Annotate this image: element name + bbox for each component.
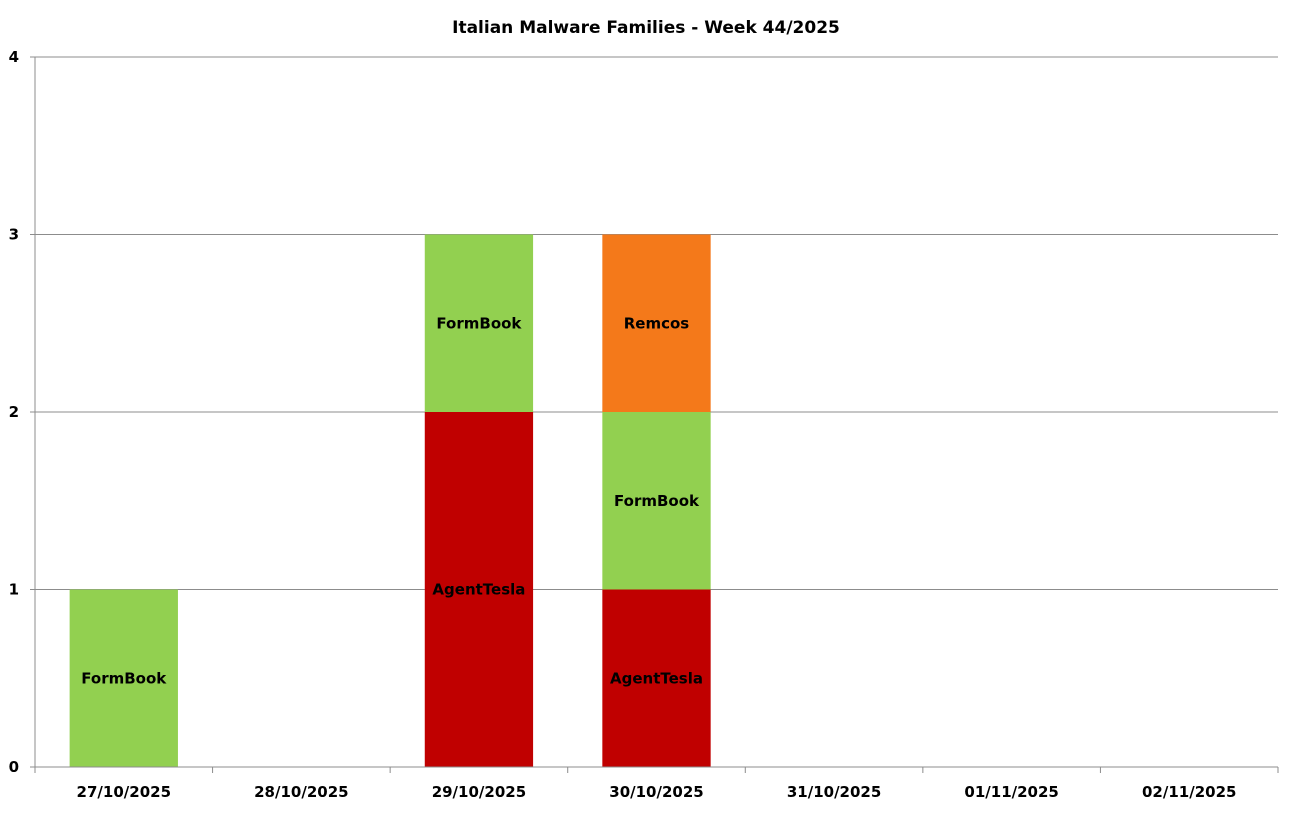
data-label-formbook-2: FormBook xyxy=(436,314,522,332)
data-label-agenttesla-2: AgentTesla xyxy=(432,581,525,599)
x-tick-label-0: 27/10/2025 xyxy=(77,783,171,801)
data-label-agenttesla-3: AgentTesla xyxy=(610,669,703,687)
x-tick-label-6: 02/11/2025 xyxy=(1142,783,1236,801)
data-label-formbook-3: FormBook xyxy=(614,492,700,510)
bar-agenttesla-3 xyxy=(602,589,711,767)
x-tick-label-4: 31/10/2025 xyxy=(787,783,881,801)
y-tick-label-4: 4 xyxy=(9,48,19,66)
y-tick-label-0: 0 xyxy=(9,758,19,776)
x-tick-label-3: 30/10/2025 xyxy=(609,783,703,801)
x-tick-label-2: 29/10/2025 xyxy=(432,783,526,801)
bar-remcos-3 xyxy=(602,234,711,412)
data-label-remcos-3: Remcos xyxy=(624,314,690,332)
bar-agenttesla-2 xyxy=(424,412,534,767)
data-label-formbook-0: FormBook xyxy=(81,669,167,687)
chart-title: Italian Malware Families - Week 44/2025 xyxy=(452,18,840,38)
bar-formbook-0 xyxy=(69,589,178,767)
bar-formbook-3 xyxy=(602,412,711,590)
x-tick-label-1: 28/10/2025 xyxy=(254,783,348,801)
y-tick-label-3: 3 xyxy=(9,226,19,244)
y-tick-label-2: 2 xyxy=(9,403,19,421)
y-tick-label-1: 1 xyxy=(9,581,19,599)
bar-formbook-2 xyxy=(424,234,534,412)
x-tick-label-5: 01/11/2025 xyxy=(964,783,1058,801)
